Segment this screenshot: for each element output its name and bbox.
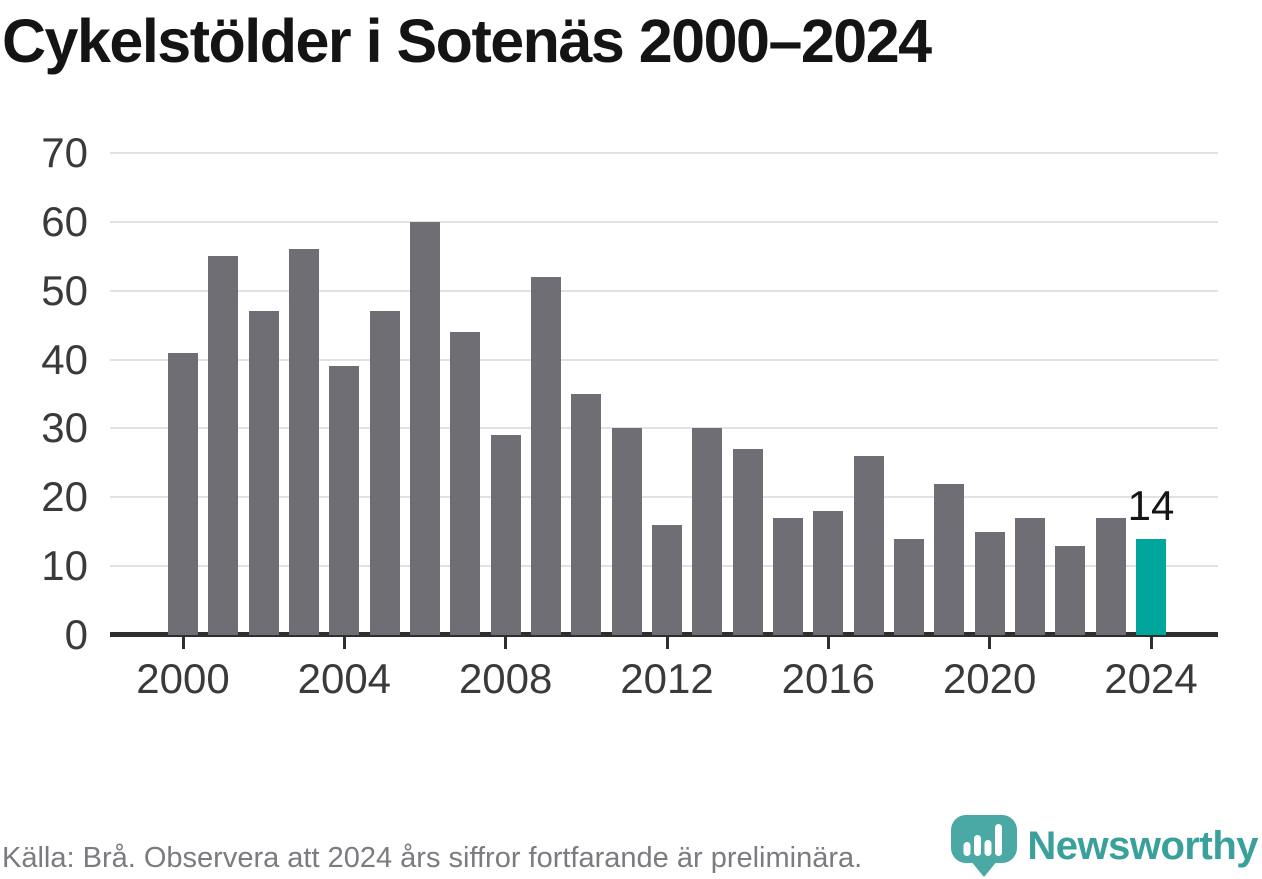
bar-2020 — [974, 531, 1005, 635]
x-axis-label-2008: 2008 — [458, 655, 553, 702]
bar-2014 — [732, 449, 763, 635]
x-axis-tick-2012 — [665, 637, 669, 649]
highlight-value-label: 14 — [1127, 481, 1175, 529]
y-axis: 0 10 20 30 40 50 60 70 — [0, 132, 88, 656]
bar-2004 — [329, 366, 360, 635]
bar-2008 — [490, 435, 521, 635]
y-axis-label-20: 20 — [41, 473, 88, 521]
y-axis-label-50: 50 — [41, 266, 88, 314]
x-axis-label-2000: 2000 — [136, 655, 230, 702]
logo-bar-2 — [974, 835, 982, 856]
x-axis-tick-2008 — [504, 637, 508, 649]
y-axis-label-10: 10 — [41, 542, 88, 590]
bar-2024 — [1136, 538, 1166, 635]
source-note: Källa: Brå. Observera att 2024 års siffr… — [2, 842, 863, 874]
x-axis-tick-2000 — [181, 637, 185, 649]
bar-2006 — [410, 221, 440, 635]
y-axis-label-40: 40 — [41, 335, 88, 383]
chart-title: Cykelstölder i Sotenäs 2000–2024 — [2, 7, 932, 75]
x-axis-tick-2004 — [342, 637, 346, 649]
bar-2011 — [611, 428, 642, 635]
bar-2019 — [934, 483, 965, 635]
bar-2013 — [692, 428, 723, 635]
x-axis-label-2012: 2012 — [620, 655, 714, 702]
y-axis-label-0: 0 — [64, 611, 88, 658]
plot-area: 2000 2004 2008 2012 2016 2020 2024 14 — [110, 152, 1218, 701]
bar-2023 — [1095, 517, 1126, 635]
bar-2017 — [853, 455, 884, 635]
logo-bar-4 — [995, 824, 1003, 856]
x-axis-label-2016: 2016 — [781, 655, 876, 702]
gridline-20 — [110, 496, 1218, 499]
x-axis-tick-2016 — [826, 637, 830, 649]
bar-2022 — [1055, 545, 1086, 635]
newsworthy-wordmark: Newsworthy — [1027, 823, 1258, 868]
gridline-30 — [110, 427, 1218, 430]
bar-2003 — [289, 249, 319, 635]
bar-2015 — [773, 517, 803, 635]
x-axis-tick-2024 — [1149, 637, 1153, 649]
bar-2010 — [571, 394, 602, 635]
bar-2002 — [248, 311, 279, 635]
newsworthy-logo: Newsworthy — [951, 815, 1258, 877]
bar-2007 — [450, 332, 481, 635]
bar-2001 — [208, 256, 239, 635]
x-axis-label-2024: 2024 — [1104, 655, 1198, 702]
bar-2018 — [894, 538, 924, 635]
logo-bar-1 — [963, 842, 971, 856]
bar-2005 — [369, 311, 400, 635]
gridline-40 — [110, 358, 1218, 361]
x-axis-tick-2020 — [988, 637, 992, 649]
bar-2000 — [168, 352, 198, 635]
gridline-70 — [110, 152, 1218, 154]
y-axis-label-60: 60 — [41, 197, 88, 245]
y-axis-label-30: 30 — [41, 404, 88, 452]
y-axis-label-70: 70 — [41, 129, 88, 176]
bar-chart-map-pin-icon — [951, 815, 1018, 877]
logo-bar-3 — [984, 840, 992, 856]
logo-pin-shape — [951, 815, 1018, 877]
gridline-50 — [110, 289, 1218, 292]
x-axis-label-2020: 2020 — [942, 655, 1037, 702]
bar-2009 — [531, 276, 561, 635]
bar-2012 — [652, 524, 682, 635]
x-axis-label-2004: 2004 — [297, 655, 392, 702]
gridline-60 — [110, 220, 1218, 223]
bar-2021 — [1015, 517, 1045, 635]
bar-2016 — [813, 511, 844, 635]
